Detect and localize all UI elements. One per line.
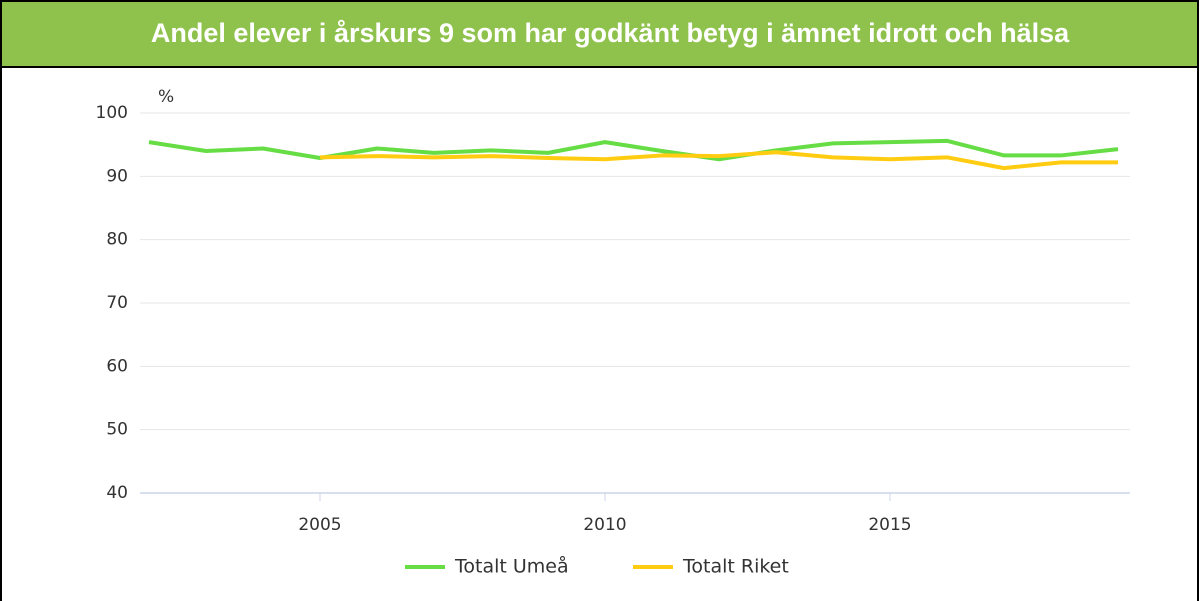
y-tick-label: 60 (106, 356, 128, 376)
legend-label: Totalt Riket (682, 556, 789, 578)
y-tick-label: 50 (106, 420, 128, 440)
y-tick-label: 80 (106, 230, 128, 250)
legend-label: Totalt Umeå (454, 555, 569, 578)
y-tick-label: 70 (106, 293, 128, 313)
y-tick-label: 90 (106, 166, 128, 186)
series-line (148, 138, 1119, 162)
x-tick-label: 2010 (583, 515, 626, 535)
y-tick-label: 40 (106, 483, 128, 503)
chart-title: Andel elever i årskurs 9 som har godkänt… (151, 18, 1070, 48)
x-tick-label: 2005 (298, 515, 341, 535)
title-banner (0, 0, 1199, 68)
y-axis-label: % (158, 87, 174, 107)
x-tick-label: 2015 (868, 515, 911, 535)
series-line (319, 150, 1118, 171)
y-tick-label: 100 (96, 103, 128, 123)
